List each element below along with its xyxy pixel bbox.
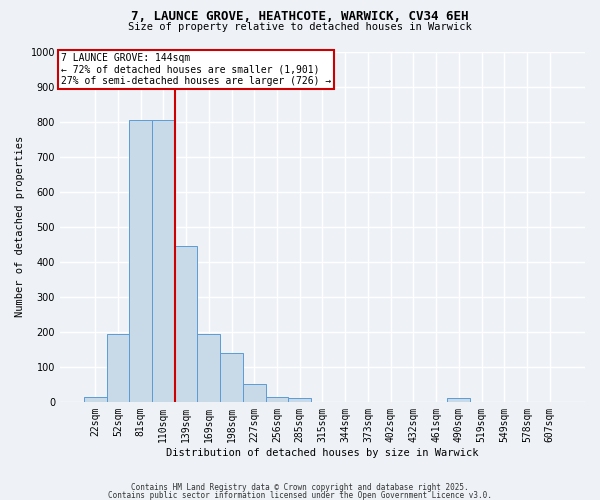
Text: Contains public sector information licensed under the Open Government Licence v3: Contains public sector information licen… xyxy=(108,491,492,500)
Y-axis label: Number of detached properties: Number of detached properties xyxy=(15,136,25,318)
Text: Size of property relative to detached houses in Warwick: Size of property relative to detached ho… xyxy=(128,22,472,32)
Bar xyxy=(220,353,243,402)
Bar xyxy=(129,120,152,402)
Text: Contains HM Land Registry data © Crown copyright and database right 2025.: Contains HM Land Registry data © Crown c… xyxy=(131,484,469,492)
Bar xyxy=(448,398,470,402)
Text: 7, LAUNCE GROVE, HEATHCOTE, WARWICK, CV34 6EH: 7, LAUNCE GROVE, HEATHCOTE, WARWICK, CV3… xyxy=(131,10,469,23)
Bar xyxy=(84,396,107,402)
Text: 7 LAUNCE GROVE: 144sqm
← 72% of detached houses are smaller (1,901)
27% of semi-: 7 LAUNCE GROVE: 144sqm ← 72% of detached… xyxy=(61,54,331,86)
Bar xyxy=(197,334,220,402)
Bar xyxy=(175,246,197,402)
Bar xyxy=(243,384,266,402)
Bar xyxy=(107,334,129,402)
Bar xyxy=(152,120,175,402)
X-axis label: Distribution of detached houses by size in Warwick: Distribution of detached houses by size … xyxy=(166,448,479,458)
Bar xyxy=(289,398,311,402)
Bar xyxy=(266,396,289,402)
